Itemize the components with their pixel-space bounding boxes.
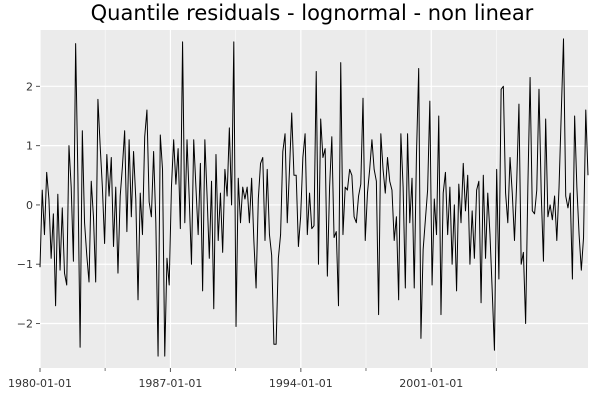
series-marks (39, 38, 589, 357)
y-tick-label: −2 (17, 318, 33, 331)
y-tick-label: 1 (26, 140, 33, 153)
series-line-0 (39, 38, 589, 357)
y-tick-label: 2 (26, 80, 33, 93)
chart-title: Quantile residuals - lognormal - non lin… (91, 1, 534, 25)
y-tick-label: 0 (26, 199, 33, 212)
x-tick-label: 2001-01-01 (399, 377, 463, 390)
y-tick-label: −1 (17, 258, 33, 271)
axes: −2 −1 0 1 2 1980-01-01 1987-01-01 1994-01-01 200… (8, 80, 497, 390)
x-tick-label: 1987-01-01 (138, 377, 202, 390)
x-tick-label: 1994-01-01 (269, 377, 333, 390)
x-tick-label: 1980-01-01 (8, 377, 72, 390)
